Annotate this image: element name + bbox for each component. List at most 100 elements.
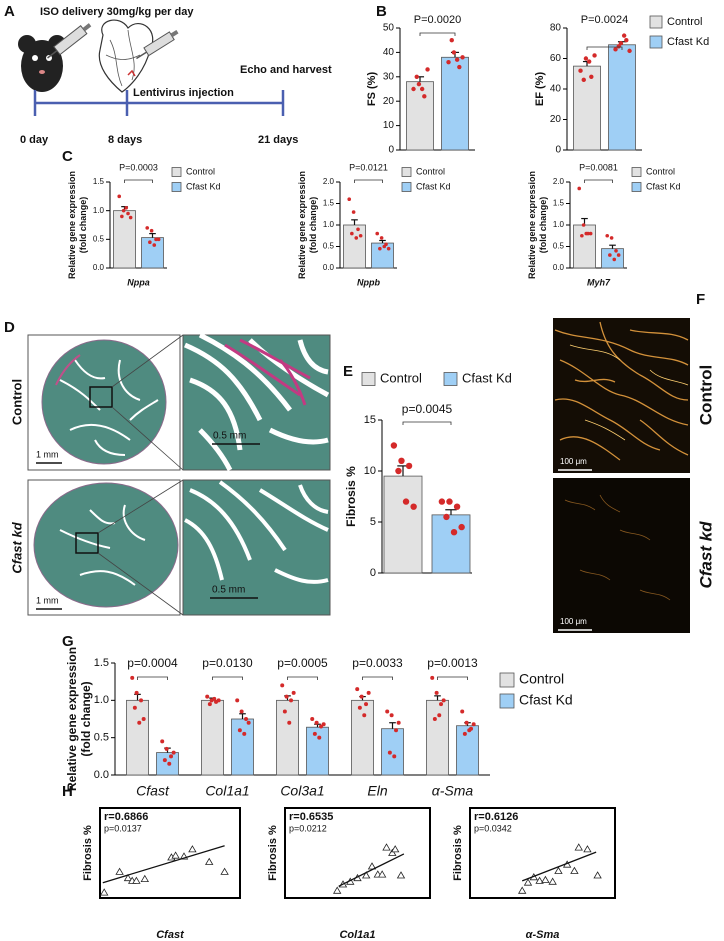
data-point (171, 851, 180, 859)
mouse-ear (18, 35, 36, 53)
data-point (207, 702, 212, 707)
data-point (593, 871, 602, 879)
data-point (434, 690, 439, 695)
data-point (411, 86, 416, 92)
data-point (145, 226, 150, 230)
bar (201, 699, 224, 776)
panel-label: E (343, 363, 353, 380)
legend-label: Cfast Kd (667, 36, 709, 48)
y-tick-label: 0.0 (93, 263, 105, 272)
legend-swatch (649, 35, 663, 49)
y-tick-label: 2.0 (323, 177, 335, 186)
bar (573, 65, 601, 151)
plot-frame (99, 807, 241, 899)
data-point (439, 702, 444, 707)
panel-label: G (62, 633, 74, 650)
bar (141, 237, 164, 269)
data-point (618, 41, 624, 46)
data-point (388, 848, 397, 856)
data-point (319, 724, 324, 729)
scale-label: 100 μm (560, 617, 587, 626)
bar (406, 81, 434, 151)
data-point (627, 48, 632, 54)
p-value: p=0.0045 (402, 402, 453, 416)
y-tick-label: 0.0 (553, 263, 565, 272)
p-value: p=0.0130 (202, 656, 253, 670)
data-point (446, 59, 451, 65)
bar (573, 224, 596, 269)
data-point (535, 876, 544, 884)
data-point (462, 731, 467, 736)
data-point (523, 878, 533, 886)
x-tick-label: Col3a1 (280, 783, 324, 799)
data-point (291, 690, 296, 695)
data-point (156, 237, 161, 242)
data-point (367, 862, 377, 870)
data-point (386, 246, 391, 251)
data-point (117, 194, 122, 199)
data-point (608, 253, 612, 257)
data-point (441, 698, 446, 703)
data-point (446, 498, 453, 505)
y-tick-label: 1.0 (553, 220, 565, 229)
zoom-line (97, 479, 184, 534)
data-point (350, 231, 354, 236)
data-point (405, 462, 413, 470)
data-point (464, 720, 469, 725)
y-tick-label: 1.5 (323, 199, 335, 208)
significance-bracket (137, 676, 168, 680)
p-value: P=0.0003 (119, 162, 158, 172)
legend-label: Control (519, 671, 564, 687)
significance-bracket (362, 676, 393, 680)
x-axis-label: Cfast (156, 929, 185, 941)
x-tick-label: Nppb (357, 277, 380, 287)
mouse-body (21, 40, 63, 92)
data-point (120, 214, 124, 219)
significance-bracket (584, 179, 613, 183)
y-tick-label: 10 (364, 465, 376, 477)
p-value: p=0.0137 (104, 823, 142, 833)
data-point (314, 720, 319, 725)
syringe-plunger (82, 23, 92, 32)
data-point (554, 866, 563, 874)
data-point (584, 231, 589, 236)
heart-vessels (105, 29, 141, 87)
y-axis-label: (fold change) (538, 197, 548, 254)
data-point (154, 237, 158, 242)
data-point (321, 722, 326, 727)
data-point (121, 208, 126, 213)
data-point (432, 717, 437, 721)
y-tick-label: 0.0 (323, 263, 335, 272)
y-tick-label: 20 (550, 114, 562, 125)
data-point (458, 523, 465, 531)
legend-swatch (361, 372, 376, 386)
mouse-nose (39, 70, 45, 74)
significance-bracket (354, 179, 383, 183)
data-point (389, 713, 394, 718)
data-point (605, 233, 610, 238)
significance-bracket (437, 676, 468, 680)
heart-section (33, 482, 179, 608)
x-axis-label: α-Sma (526, 929, 560, 941)
p-value: p=0.0004 (127, 656, 178, 670)
data-point (375, 231, 380, 236)
data-point (518, 886, 527, 894)
data-point (410, 503, 417, 510)
data-point (382, 244, 387, 249)
data-point (450, 529, 458, 536)
data-point (616, 253, 621, 257)
data-point (616, 44, 621, 49)
row-label: Control (9, 379, 24, 425)
data-point (149, 228, 154, 233)
data-point (581, 223, 586, 227)
bar (113, 210, 136, 269)
data-point (239, 709, 244, 714)
scale-label: 0.5 mm (213, 431, 246, 442)
collagen-fibers (564, 494, 671, 601)
y-axis-label: Relative gene expression (297, 171, 307, 279)
bar (456, 725, 479, 776)
legend-swatch (401, 167, 412, 177)
data-point (347, 197, 352, 201)
staining: 100 μm 100 μm Control Cfast kd (553, 318, 715, 633)
legend-label: Cfast Kd (646, 181, 681, 191)
